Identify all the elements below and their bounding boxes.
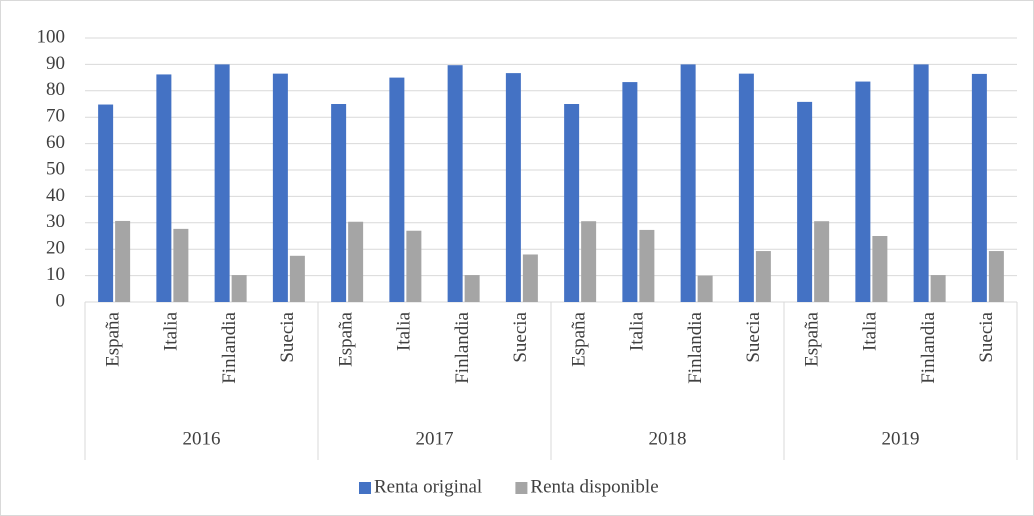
x-tick-label: Suecia (976, 311, 997, 362)
bar (331, 104, 347, 302)
bar (872, 236, 888, 302)
group-label: 2018 (649, 428, 687, 449)
y-tick-label: 0 (56, 290, 66, 311)
x-tick-label: Finlandia (685, 311, 706, 383)
bar (98, 104, 114, 302)
bar (505, 73, 521, 302)
group-label: 2016 (183, 428, 221, 449)
bar (522, 254, 538, 302)
bar (406, 230, 422, 302)
bar (697, 275, 713, 302)
y-tick-label: 40 (46, 185, 65, 206)
legend-item: Renta original (359, 476, 482, 497)
x-tick-label: Finlandia (918, 311, 939, 383)
bar (988, 251, 1004, 302)
bar (348, 221, 364, 302)
bar (639, 229, 655, 302)
bar (389, 77, 405, 302)
bar (622, 82, 638, 302)
x-tick-label: Italia (161, 311, 182, 351)
bar (564, 104, 580, 302)
legend-swatch (515, 482, 528, 494)
legend-label: Renta original (374, 476, 482, 497)
bar (464, 275, 480, 302)
x-tick-label: España (801, 311, 822, 366)
bar (930, 275, 946, 302)
y-tick-label: 70 (46, 106, 65, 127)
bar (447, 65, 463, 302)
x-tick-label: Italia (394, 311, 415, 351)
x-tick-label: Italia (860, 311, 881, 351)
x-tick-label: Suecia (743, 311, 764, 362)
bar (581, 221, 597, 302)
bar (971, 73, 987, 303)
bar (272, 73, 288, 302)
y-tick-label: 10 (46, 264, 65, 285)
x-tick-label: España (568, 311, 589, 366)
bar (115, 220, 131, 302)
bar (214, 64, 230, 303)
bar (738, 73, 754, 302)
x-tick-label: Finlandia (219, 311, 240, 383)
y-tick-label: 50 (46, 158, 65, 179)
bar (814, 221, 830, 302)
y-tick-label: 90 (46, 53, 65, 74)
legend-swatch (359, 482, 371, 494)
x-tick-label: Suecia (277, 311, 298, 362)
legend-item: Renta disponible (515, 476, 659, 497)
bar (913, 64, 929, 303)
bar (156, 74, 172, 302)
bar (680, 64, 696, 303)
bar (855, 81, 871, 302)
x-tick-label: Italia (627, 311, 648, 351)
bar (289, 255, 305, 302)
bar (797, 101, 813, 302)
group-label: 2017 (416, 428, 454, 449)
y-tick-label: 60 (46, 132, 65, 153)
bar (173, 228, 189, 302)
x-tick-label: Finlandia (452, 311, 473, 383)
y-tick-label: 30 (46, 211, 65, 232)
x-tick-label: España (335, 311, 356, 366)
y-tick-label: 20 (46, 238, 65, 259)
y-tick-label: 100 (37, 26, 66, 47)
bar (231, 275, 247, 302)
legend-label: Renta disponible (530, 476, 658, 497)
x-tick-label: Suecia (510, 311, 531, 362)
y-tick-label: 80 (46, 79, 65, 100)
x-tick-label: España (102, 311, 123, 366)
group-label: 2019 (882, 428, 920, 449)
bar (755, 251, 771, 302)
